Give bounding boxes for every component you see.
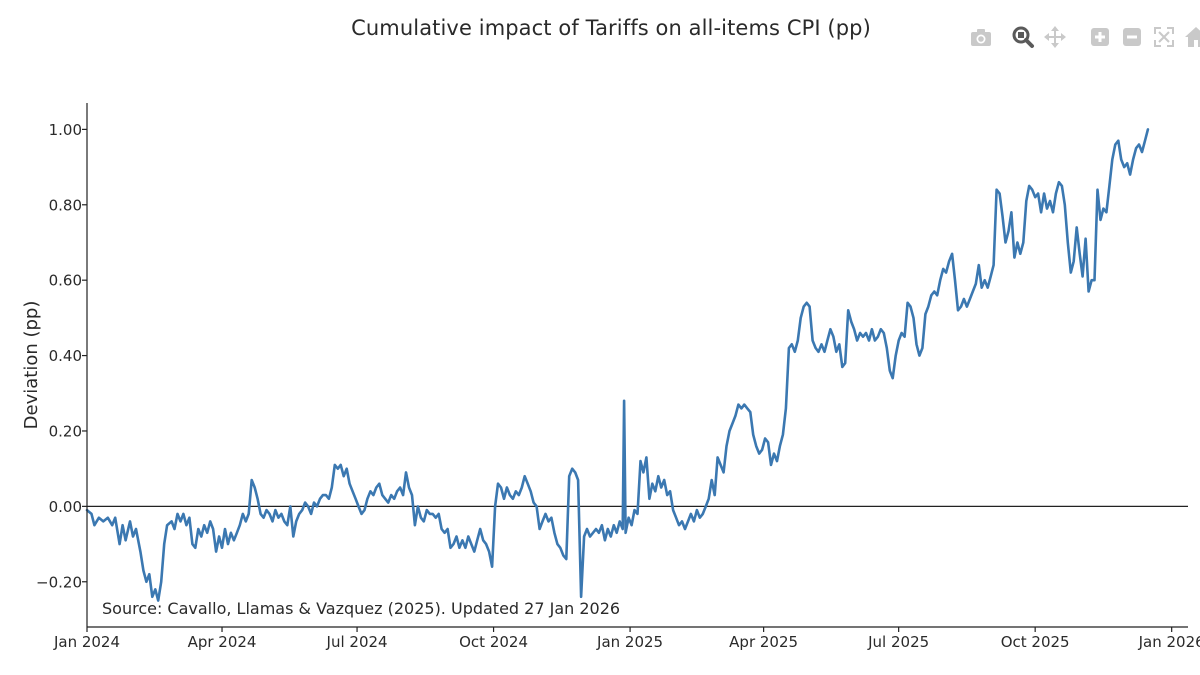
x-tick-label: Jan 2026 [1138, 633, 1200, 651]
autoscale-icon[interactable] [1151, 24, 1177, 50]
y-axis-title: Deviation (pp) [21, 301, 42, 430]
x-tick-label: Jul 2024 [326, 633, 388, 651]
x-tick-label: Oct 2025 [1001, 633, 1070, 651]
series-line [85, 128, 1150, 602]
x-tick-label: Apr 2024 [188, 633, 257, 651]
zoom-icon[interactable] [1010, 24, 1036, 50]
y-tick-label: −0.20 [36, 573, 82, 591]
chart-title: Cumulative impact of Tariffs on all-item… [351, 16, 871, 40]
chart-toolbar [968, 24, 1200, 50]
x-tick-label: Jul 2025 [867, 633, 929, 651]
y-tick-label: 0.60 [49, 272, 82, 290]
y-tick-label: 0.00 [49, 498, 82, 516]
pan-icon[interactable] [1042, 24, 1068, 50]
home-icon[interactable] [1183, 24, 1200, 50]
source-annotation: Source: Cavallo, Llamas & Vazquez (2025)… [102, 599, 620, 618]
x-tick-label: Oct 2024 [459, 633, 528, 651]
x-tick-label: Jan 2025 [596, 633, 663, 651]
x-tick-label: Jan 2024 [53, 633, 120, 651]
zoom-in-icon[interactable] [1087, 24, 1113, 50]
y-tick-label: 0.80 [49, 196, 82, 214]
y-tick-label: 0.20 [49, 422, 82, 440]
y-tick-label: 1.00 [49, 121, 82, 139]
y-tick-label: 0.40 [49, 347, 82, 365]
x-tick-label: Apr 2025 [729, 633, 798, 651]
zoom-out-icon[interactable] [1119, 24, 1145, 50]
camera-icon[interactable] [968, 24, 994, 50]
